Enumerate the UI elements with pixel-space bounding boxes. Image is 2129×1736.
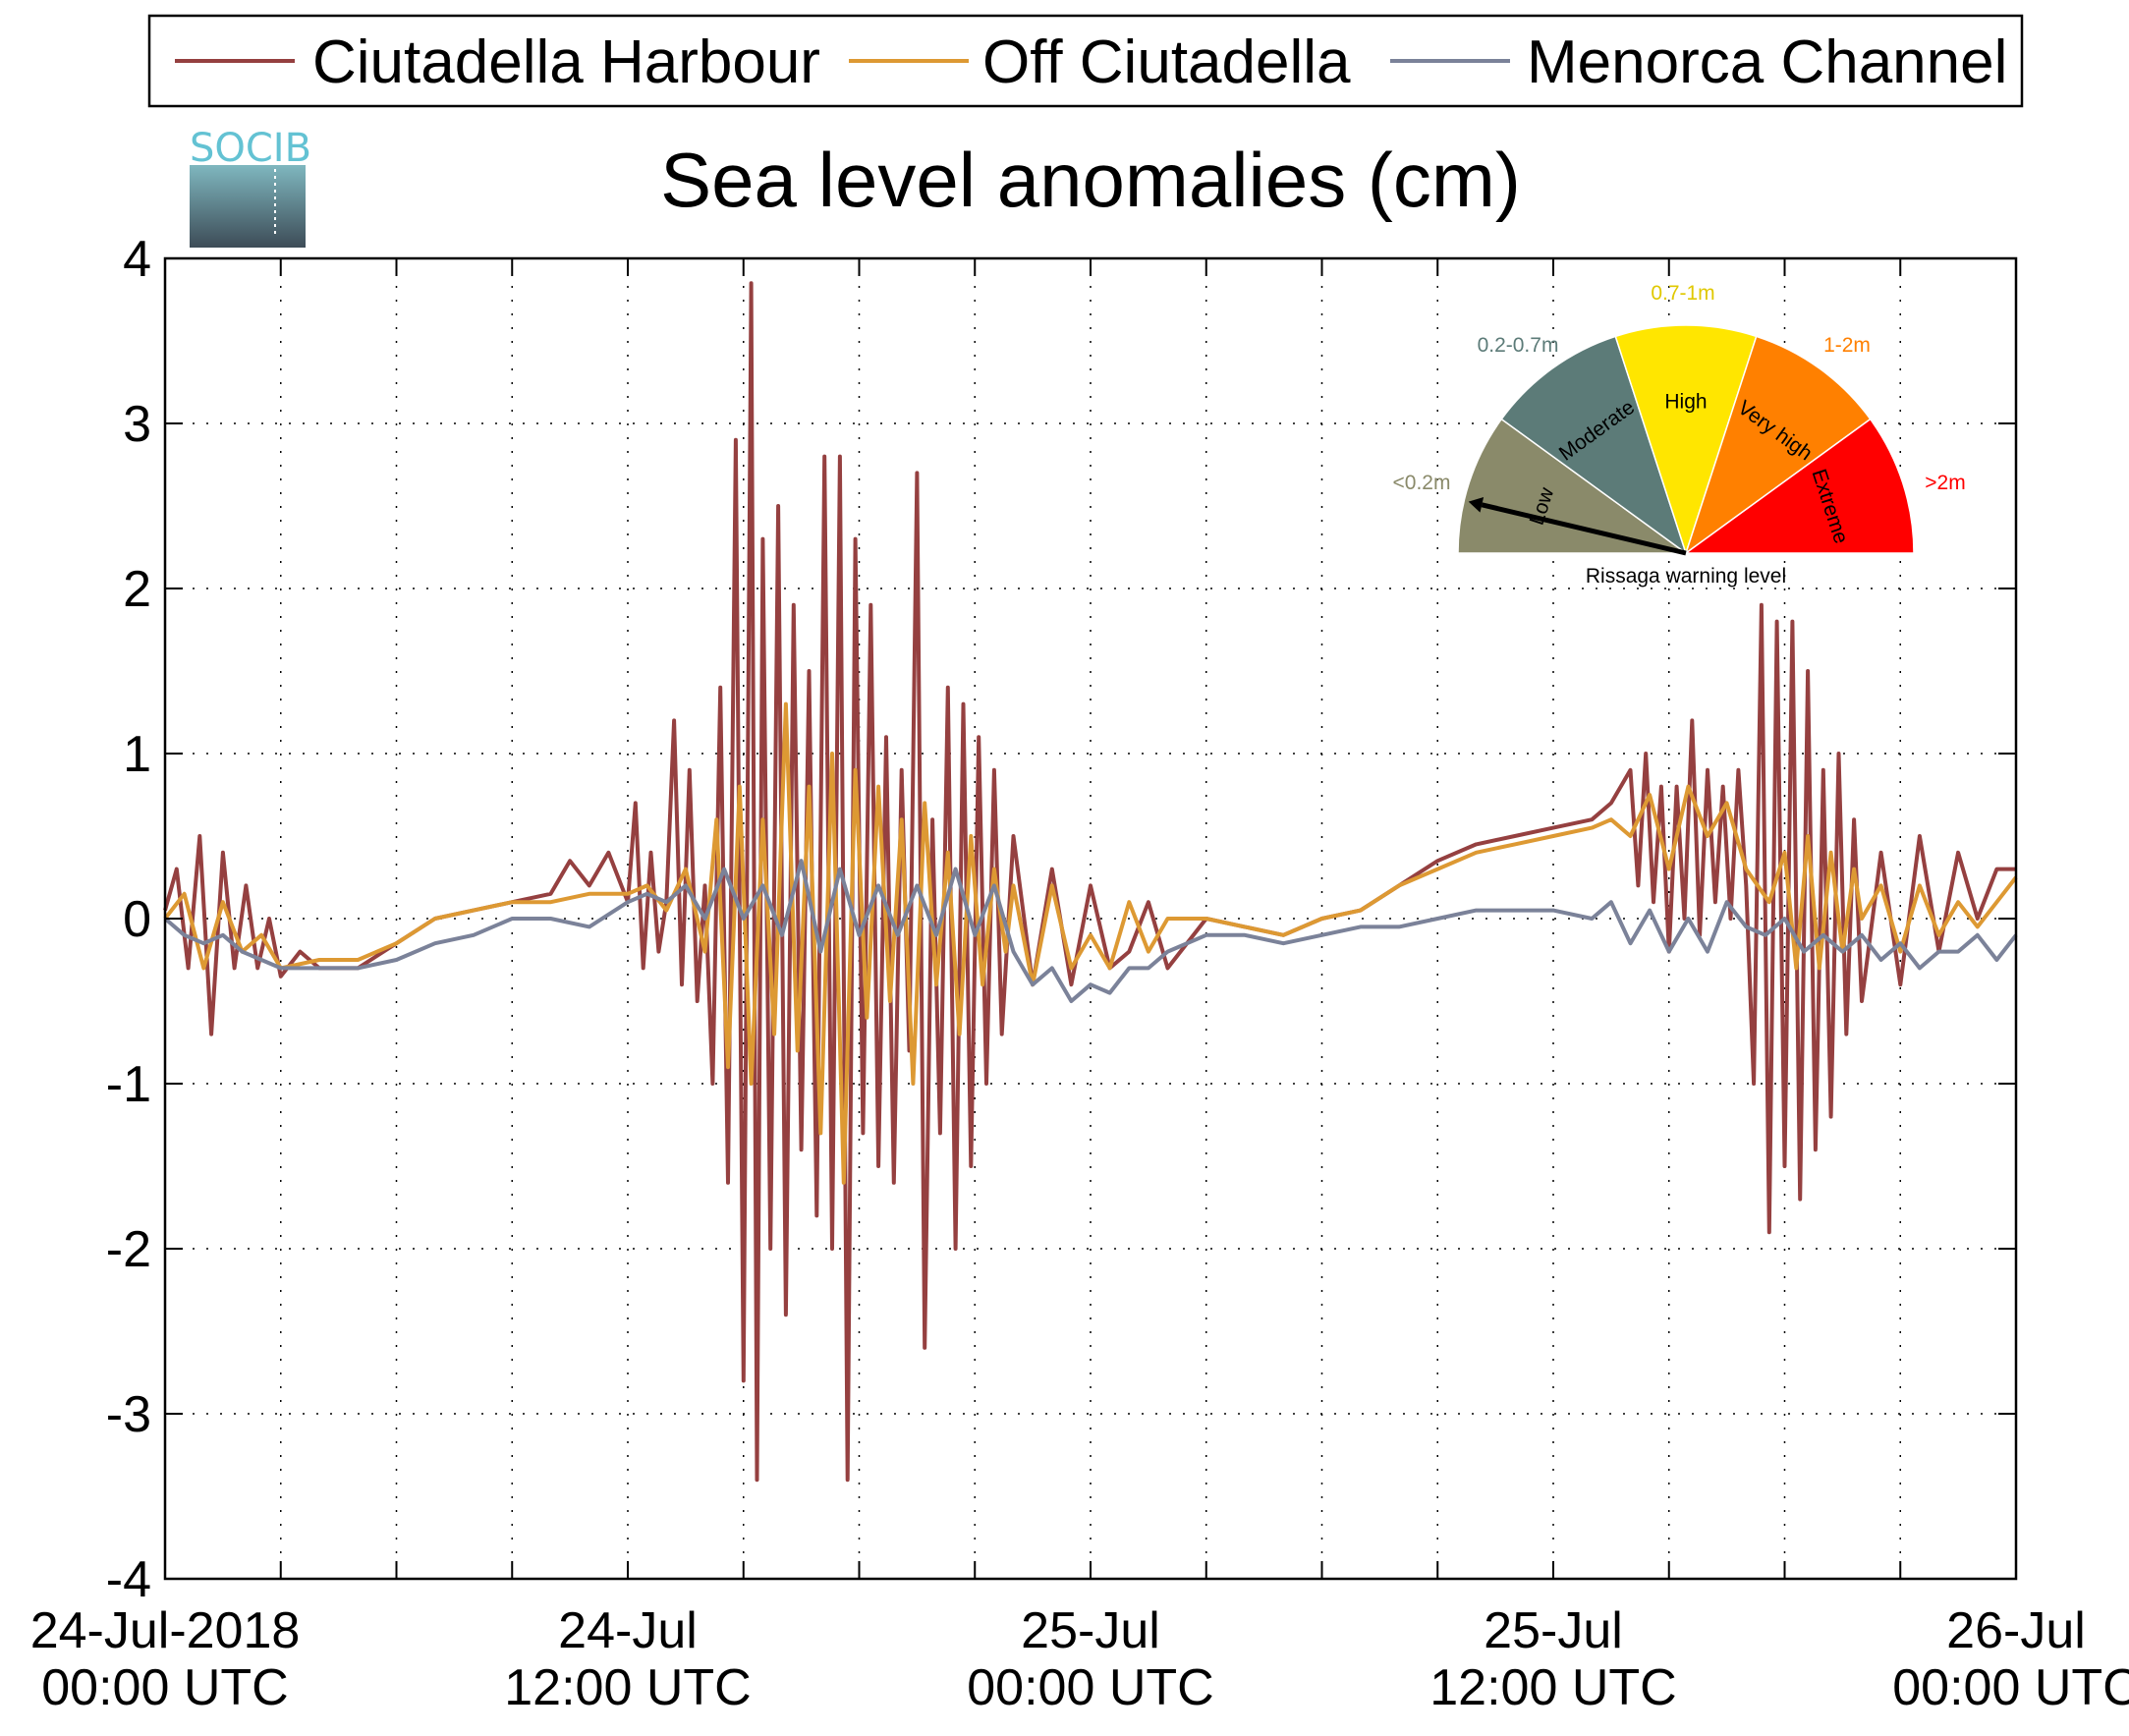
- gauge-sector-low: [1457, 418, 1689, 554]
- x-tick-label-date: 25-Jul: [1021, 1602, 1160, 1659]
- chart-title: Sea level anomalies (cm): [660, 137, 1521, 223]
- gauge-title: Rissaga warning level: [1586, 565, 1786, 588]
- legend-label-off-ciutadella: Off Ciutadella: [982, 28, 1351, 96]
- gauge-range-label: 1-2m: [1823, 334, 1871, 357]
- legend-label-ciutadella-harbour: Ciutadella Harbour: [312, 28, 820, 96]
- gauge-range-label: >2m: [1925, 472, 1965, 494]
- x-tick-label-time: 00:00 UTC: [967, 1659, 1213, 1716]
- legend: Ciutadella Harbour Off Ciutadella Menorc…: [147, 14, 2024, 108]
- legend-box: [147, 14, 2024, 108]
- y-tick-label: -1: [106, 1056, 151, 1113]
- ticks: [165, 258, 2016, 1579]
- legend-label-menorca-channel: Menorca Channel: [1527, 28, 2007, 96]
- y-tick-labels: -4 -3 -2 -1 0 1 2 3 4: [106, 231, 151, 1608]
- y-tick-label: -4: [106, 1551, 151, 1608]
- gauge-sector-very-high: [1684, 335, 1872, 555]
- y-tick-label: -2: [106, 1221, 151, 1278]
- gauge-sector-moderate: [1500, 335, 1688, 555]
- x-tick-label-date: 24-Jul: [558, 1602, 698, 1659]
- x-tick-label-date: 24-Jul-2018: [30, 1602, 301, 1659]
- y-tick-label: 1: [123, 726, 151, 783]
- gauge-range-label: 0.2-0.7m: [1478, 334, 1559, 357]
- gauge-sector-high: [1614, 324, 1758, 556]
- y-tick-label: -3: [106, 1386, 151, 1443]
- socib-logo: SOCIB: [190, 126, 311, 248]
- series-layer: [163, 281, 2018, 1483]
- y-tick-label: 3: [123, 396, 151, 453]
- gauge-sector-extreme: [1683, 418, 1915, 554]
- y-tick-label: 4: [123, 231, 151, 288]
- series-line-off-ciutadella: [163, 701, 2018, 1185]
- x-tick-label-time: 00:00 UTC: [41, 1659, 288, 1716]
- gauge-needle-arrowhead: [1468, 497, 1485, 513]
- x-tick-label-date: 26-Jul: [1946, 1602, 2086, 1659]
- x-tick-label-date: 25-Jul: [1484, 1602, 1623, 1659]
- y-tick-label: 0: [123, 891, 151, 948]
- x-tick-label-time: 12:00 UTC: [504, 1659, 751, 1716]
- socib-logo-text: SOCIB: [190, 126, 311, 171]
- gauge-range-label: <0.2m: [1393, 472, 1451, 494]
- x-tick-label-time: 12:00 UTC: [1429, 1659, 1676, 1716]
- gauge-range-label: 0.7-1m: [1651, 282, 1714, 305]
- gauge-sector-label: High: [1664, 390, 1707, 413]
- gauge-needle: [1481, 502, 1687, 556]
- y-tick-label: 2: [123, 561, 151, 618]
- x-tick-label-time: 00:00 UTC: [1892, 1659, 2129, 1716]
- series-line-menorca-channel: [163, 859, 2018, 1003]
